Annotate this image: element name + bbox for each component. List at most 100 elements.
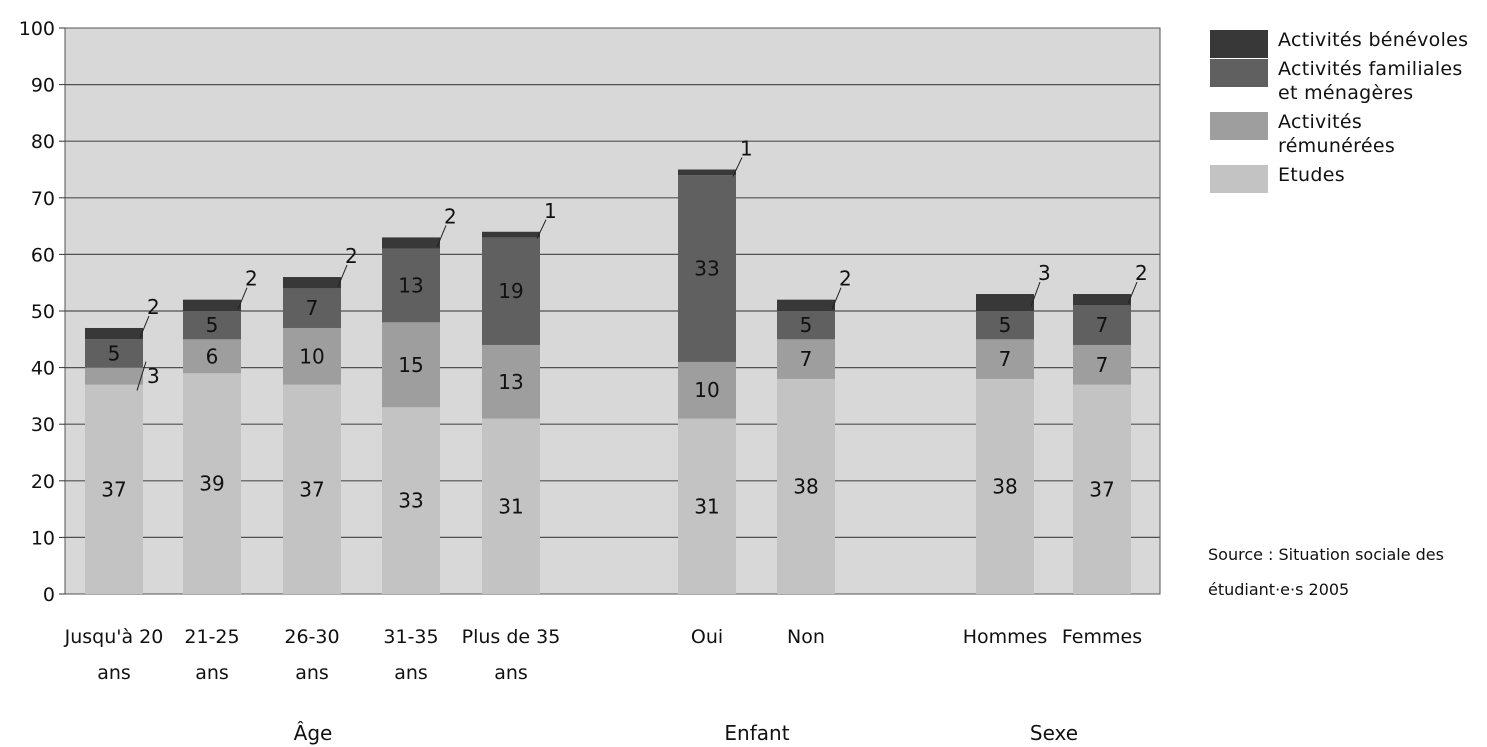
- legend-item-activites-benevoles: Activités bénévoles: [1210, 28, 1482, 58]
- y-tick-label-70: 70: [31, 188, 55, 210]
- bar-21-25-ans-activites-familiales-et-menageres: [183, 311, 241, 340]
- y-tick-label-60: 60: [31, 244, 55, 266]
- legend-item-etudes: Etudes: [1210, 163, 1482, 193]
- data-labels: 3735239652371072331513231131913110331387…: [101, 137, 1147, 519]
- legend-swatch-etudes: [1210, 165, 1268, 193]
- data-label-21-25-ans-activites-remunerees: 6: [206, 344, 219, 368]
- bar-femmes-activites-familiales-et-menageres: [1073, 305, 1131, 345]
- bar-femmes-etudes: [1073, 384, 1131, 594]
- y-tick-label-40: 40: [31, 358, 55, 380]
- bar-non-activites-familiales-et-menageres: [777, 311, 835, 340]
- data-label-21-25-ans-etudes: 39: [199, 472, 224, 496]
- bar-hommes-etudes: [976, 378, 1034, 594]
- legend: Activités bénévoles Activités familiales …: [1210, 28, 1482, 193]
- data-label-26-30-ans-etudes: 37: [299, 477, 324, 501]
- bar-femmes-activites-remunerees: [1073, 344, 1131, 385]
- legend-swatch-activites-remunerees: [1210, 112, 1268, 140]
- data-label-non-activites-familiales-et-menageres: 5: [800, 313, 813, 337]
- leader-21-25-ans-benevoles: [237, 287, 248, 310]
- data-label-26-30-ans-activites-benevoles: 2: [345, 244, 358, 268]
- bar-non-etudes: [777, 378, 835, 594]
- data-label-21-25-ans-activites-benevoles: 2: [245, 267, 258, 291]
- bar-plus-de-35-ans-etudes: [482, 418, 540, 594]
- bar-non-activites-benevoles: [777, 299, 835, 311]
- data-label-non-activites-benevoles: 2: [839, 267, 852, 291]
- bar-31-35-ans-activites-benevoles: [382, 237, 440, 249]
- bar-26-30-ans-activites-remunerees: [283, 327, 341, 385]
- x-axis: Jusqu'à 20 ans 21-25 ans 26-30 ans 31-35 ans Plu…: [64, 626, 1142, 745]
- bar-21-25-ans-etudes: [183, 373, 241, 594]
- data-label-21-25-ans-activites-familiales-et-menageres: 5: [206, 313, 219, 337]
- leader-non-benevoles: [831, 287, 842, 310]
- data-label-non-activites-remunerees: 7: [800, 347, 813, 371]
- source-note: Source : Situation sociale des étudiant·…: [1208, 545, 1444, 599]
- bar-hommes-activites-benevoles: [976, 294, 1034, 311]
- legend-label-etudes: Etudes: [1278, 164, 1345, 186]
- bar-26-30-ans-activites-familiales-et-menageres: [283, 288, 341, 328]
- leader-26-30-ans-benevoles: [337, 264, 348, 287]
- data-label-31-35-ans-activites-remunerees: 15: [398, 353, 423, 377]
- bar-26-30-ans-etudes: [283, 384, 341, 594]
- legend-label-activites-remunerees: Activités rémunérées: [1278, 111, 1396, 157]
- bar-oui-etudes: [678, 418, 736, 594]
- data-label-femmes-activites-benevoles: 2: [1135, 261, 1148, 285]
- y-tick-label-0: 0: [43, 584, 55, 606]
- y-tick-label-30: 30: [31, 414, 55, 436]
- leader-jusqu-a-20-ans-benevoles: [139, 315, 150, 338]
- bar-21-25-ans-activites-benevoles: [183, 299, 241, 311]
- legend-swatch-activites-familiales-et-menageres: [1210, 59, 1268, 87]
- bar-31-35-ans-activites-remunerees: [382, 322, 440, 408]
- bar-oui-activites-familiales-et-menageres: [678, 175, 736, 362]
- bar-plus-de-35-ans-activites-remunerees: [482, 344, 540, 419]
- y-tick-label-80: 80: [31, 131, 55, 153]
- x-tick-label-jusqu-a-20-ans: Jusqu'à 20: [64, 626, 164, 648]
- data-label-31-35-ans-activites-benevoles: 2: [444, 204, 457, 228]
- leader-31-35-ans-benevoles: [436, 225, 447, 248]
- bar-femmes-activites-benevoles: [1073, 294, 1131, 306]
- bar-hommes-activites-remunerees: [976, 339, 1034, 379]
- data-label-plus-de-35-ans-activites-remunerees: 13: [498, 370, 523, 394]
- bar-31-35-ans-etudes: [382, 407, 440, 594]
- bar-hommes-activites-familiales-et-menageres: [976, 311, 1034, 340]
- data-label-31-35-ans-etudes: 33: [398, 489, 423, 513]
- data-label-hommes-activites-familiales-et-menageres: 5: [999, 313, 1012, 337]
- data-label-plus-de-35-ans-activites-benevoles: 1: [544, 199, 557, 223]
- bar-plus-de-35-ans-activites-familiales-et-menageres: [482, 237, 540, 345]
- x-tick-label-plus-de-35-ans-line2: ans: [494, 662, 528, 684]
- x-tick-label-31-35-ans: 31-35: [383, 626, 438, 648]
- data-label-femmes-activites-familiales-et-menageres: 7: [1096, 313, 1109, 337]
- group-label-sexe: Sexe: [1030, 721, 1078, 745]
- legend-item-activites-remunerees: Activités rémunérées: [1210, 110, 1482, 158]
- bar-31-35-ans-activites-familiales-et-menageres: [382, 248, 440, 323]
- data-label-hommes-activites-benevoles: 3: [1038, 261, 1051, 285]
- bar-plus-de-35-ans-activites-benevoles: [482, 231, 540, 238]
- x-tick-label-jusqu-a-20-ans-line2: ans: [97, 662, 131, 684]
- x-tick-label-26-30-ans-line2: ans: [295, 662, 329, 684]
- y-tick-label-50: 50: [31, 301, 55, 323]
- data-label-26-30-ans-activites-remunerees: 10: [299, 344, 324, 368]
- x-tick-label-femmes: Femmes: [1062, 626, 1142, 648]
- data-label-plus-de-35-ans-etudes: 31: [498, 494, 523, 518]
- legend-label-activites-benevoles: Activités bénévoles: [1278, 29, 1469, 51]
- x-tick-label-oui: Oui: [691, 626, 723, 648]
- bars: [85, 169, 1131, 594]
- legend-swatch-activites-benevoles: [1210, 30, 1268, 58]
- group-label-age: Âge: [294, 721, 333, 745]
- y-axis: 0 10 20 30 40 50 60 70 80 90 100: [19, 18, 65, 606]
- data-label-non-etudes: 38: [793, 474, 818, 498]
- x-tick-label-31-35-ans-line2: ans: [394, 662, 428, 684]
- bar-jusqu-a-20-ans-etudes: [85, 384, 143, 594]
- data-label-jusqu-a-20-ans-activites-benevoles: 2: [147, 295, 160, 319]
- legend-label-activites-familiales-et-menageres: Activités familiales et ménagères: [1278, 58, 1463, 104]
- data-label-oui-activites-benevoles: 1: [740, 137, 753, 161]
- leader-plus-de-35-ans-benevoles: [536, 219, 547, 239]
- y-tick-label-20: 20: [31, 471, 55, 493]
- data-label-femmes-activites-remunerees: 7: [1096, 353, 1109, 377]
- x-tick-label-21-25-ans: 21-25: [184, 626, 239, 648]
- group-label-enfant: Enfant: [724, 721, 789, 745]
- data-label-hommes-etudes: 38: [992, 474, 1017, 498]
- data-label-oui-activites-remunerees: 10: [694, 378, 719, 402]
- x-tick-label-21-25-ans-line2: ans: [195, 662, 229, 684]
- bar-jusqu-a-20-ans-activites-remunerees: [85, 367, 143, 385]
